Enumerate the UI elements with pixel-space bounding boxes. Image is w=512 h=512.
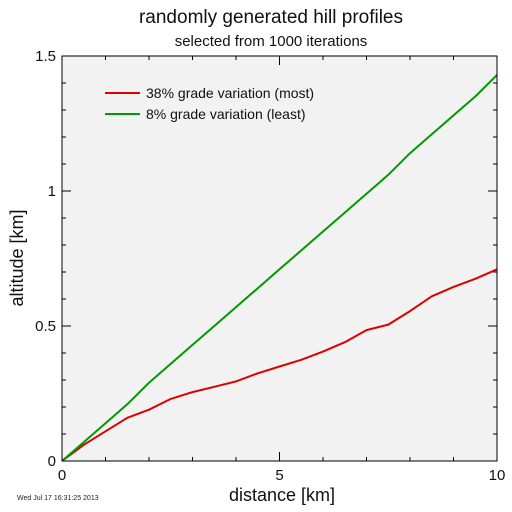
plot-frame (61, 55, 498, 462)
chart-subtitle: selected from 1000 iterations (175, 33, 368, 50)
plot-area (62, 56, 497, 461)
series-line-1 (61, 268, 498, 462)
x-axis-label: distance [km] (229, 485, 335, 505)
timestamp: Wed Jul 17 16:31:25 2013 (17, 495, 99, 502)
y-axis-label: altitude [km] (7, 209, 27, 306)
legend-label-1: 38% grade variation (most) (146, 85, 314, 101)
x-tick-label: 0 (58, 467, 66, 484)
y-tick-label: 0.5 (35, 318, 56, 335)
y-tick-label: 1.5 (35, 48, 56, 65)
y-tick-label: 1 (48, 183, 56, 200)
series-line-2 (61, 74, 498, 462)
y-tick-label: 0 (48, 453, 56, 470)
legend-label-2: 8% grade variation (least) (146, 106, 306, 122)
x-tick-label: 10 (489, 467, 506, 484)
x-tick-label: 5 (275, 467, 283, 484)
chart-title: randomly generated hill profiles (139, 7, 403, 28)
